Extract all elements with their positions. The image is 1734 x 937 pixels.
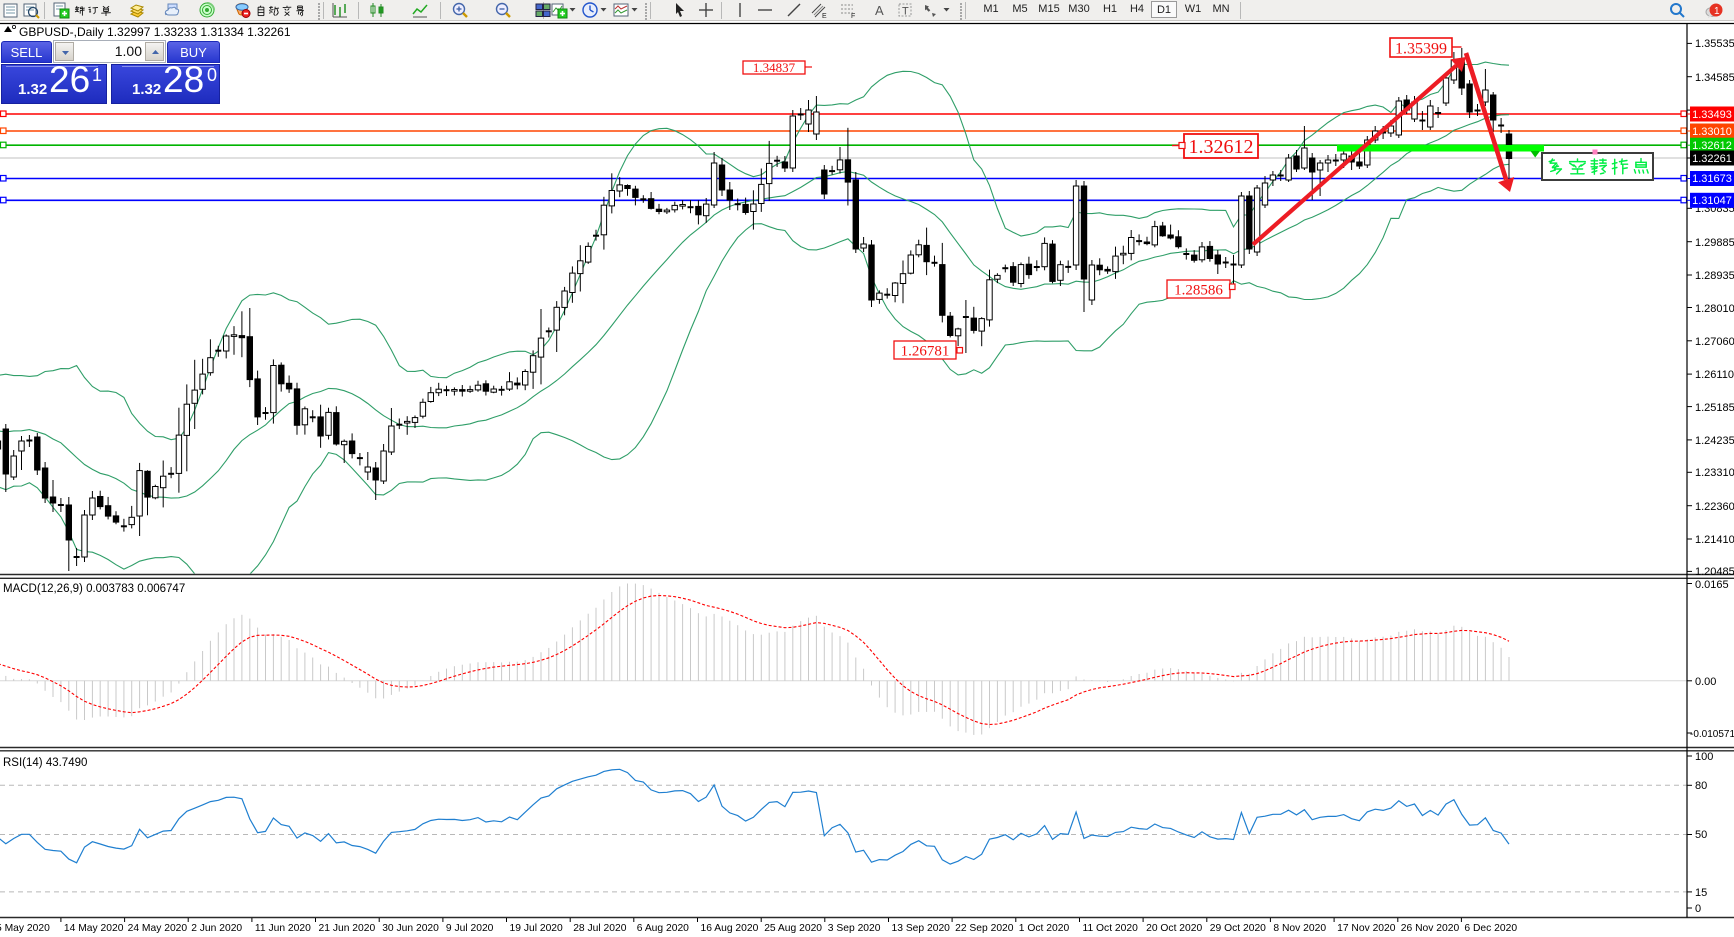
svg-text:F: F [851,13,855,20]
svg-text:1.33010: 1.33010 [1692,126,1732,138]
svg-text:1.32261: 1.32261 [1692,153,1732,165]
svg-text:8 Nov 2020: 8 Nov 2020 [1273,923,1326,934]
svg-text:1.28586: 1.28586 [1174,282,1223,298]
svg-text:1.34585: 1.34585 [1695,72,1734,84]
svg-text:A: A [875,3,884,18]
svg-text:1.23310: 1.23310 [1695,467,1734,479]
svg-text:3 Sep 2020: 3 Sep 2020 [828,923,881,934]
svg-text:11 Jun 2020: 11 Jun 2020 [255,923,311,934]
svg-text:30 Jun 2020: 30 Jun 2020 [382,923,439,934]
svg-text:16 Aug 2020: 16 Aug 2020 [701,923,759,934]
svg-text:6 Aug 2020: 6 Aug 2020 [637,923,689,934]
svg-text:1.21410: 1.21410 [1695,534,1734,546]
svg-text:1.22360: 1.22360 [1695,501,1734,513]
svg-text:1.28010: 1.28010 [1695,303,1734,315]
svg-text:50: 50 [1695,829,1707,841]
svg-text:15: 15 [1695,887,1707,899]
svg-text:1.20485: 1.20485 [1695,566,1734,578]
svg-text:6 Dec 2020: 6 Dec 2020 [1464,923,1517,934]
svg-text:1.31047: 1.31047 [1692,195,1732,207]
svg-text:24 May 2020: 24 May 2020 [128,923,188,934]
svg-text:1.29885: 1.29885 [1695,237,1734,249]
svg-text:1.25185: 1.25185 [1695,402,1734,414]
svg-text:1: 1 [1714,6,1720,17]
svg-text:E: E [822,13,827,20]
svg-text:1.26110: 1.26110 [1695,369,1734,381]
svg-text:1.35535: 1.35535 [1695,38,1734,50]
svg-text:MACD(12,26,9) 0.003783 0.00674: MACD(12,26,9) 0.003783 0.006747 [3,583,185,595]
svg-text:80: 80 [1695,780,1707,792]
svg-text:17 Nov 2020: 17 Nov 2020 [1337,923,1396,934]
svg-text:9 Jul 2020: 9 Jul 2020 [446,923,494,934]
svg-text:1.28935: 1.28935 [1695,270,1734,282]
svg-text:100: 100 [1695,751,1713,763]
svg-text:5 May 2020: 5 May 2020 [0,923,50,934]
svg-text:28 Jul 2020: 28 Jul 2020 [573,923,627,934]
svg-text:0: 0 [1695,903,1701,915]
svg-text:GBPUSD-,Daily 1.32997 1.33233: GBPUSD-,Daily 1.32997 1.33233 1.31334 1.… [19,25,291,39]
svg-text:1 Oct 2020: 1 Oct 2020 [1019,923,1070,934]
svg-text:14 May 2020: 14 May 2020 [64,923,124,934]
svg-text:13 Sep 2020: 13 Sep 2020 [892,923,951,934]
svg-text:1.31673: 1.31673 [1692,173,1732,185]
svg-text:20 Oct 2020: 20 Oct 2020 [1146,923,1202,934]
svg-text:-0.010571: -0.010571 [1690,729,1734,740]
svg-text:RSI(14) 43.7490: RSI(14) 43.7490 [3,757,87,769]
svg-text:0.00: 0.00 [1695,676,1716,688]
svg-text:2 Jun 2020: 2 Jun 2020 [191,923,242,934]
svg-text:1.27060: 1.27060 [1695,336,1734,348]
svg-text:T: T [902,6,909,18]
svg-text:11 Oct 2020: 11 Oct 2020 [1083,923,1139,934]
svg-text:25 Aug 2020: 25 Aug 2020 [764,923,822,934]
svg-text:1.26781: 1.26781 [901,343,950,359]
svg-text:29 Oct 2020: 29 Oct 2020 [1210,923,1266,934]
svg-text:0.0165: 0.0165 [1695,579,1729,591]
svg-text:1.35399: 1.35399 [1395,40,1447,57]
svg-text:26 Nov 2020: 26 Nov 2020 [1401,923,1460,934]
svg-text:1.24235: 1.24235 [1695,435,1734,447]
svg-text:21 Jun 2020: 21 Jun 2020 [319,923,376,934]
svg-text:1.33493: 1.33493 [1692,109,1732,121]
svg-text:1.34837: 1.34837 [753,60,796,75]
svg-text:22 Sep 2020: 22 Sep 2020 [955,923,1014,934]
svg-text:1.32612: 1.32612 [1692,140,1732,152]
svg-text:19 Jul 2020: 19 Jul 2020 [510,923,564,934]
svg-text:1.32612: 1.32612 [1189,136,1254,158]
